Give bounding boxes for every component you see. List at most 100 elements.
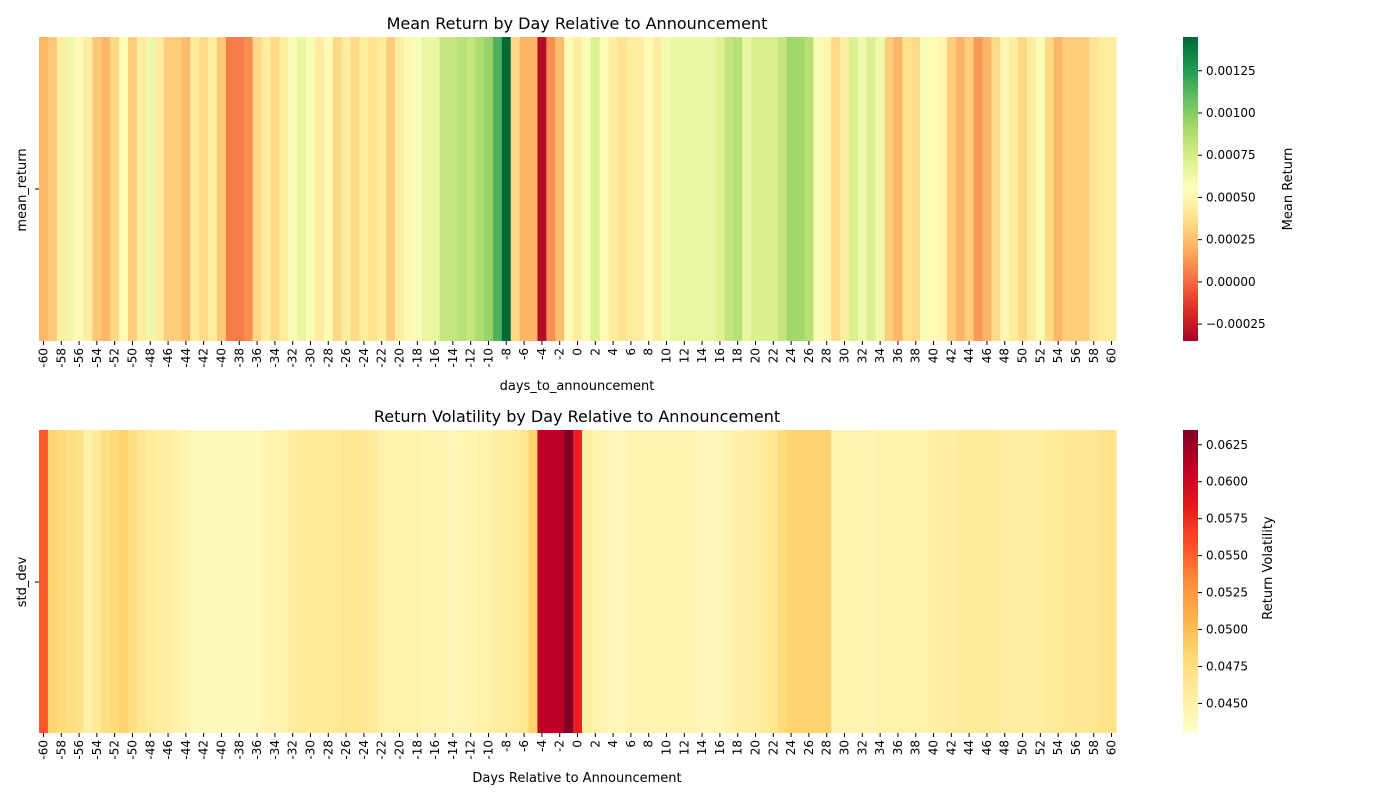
heatmap-cell [101,37,111,341]
heatmap-cell [679,430,690,733]
x-tick-label: 24 [784,348,798,363]
heatmap-cell [573,430,583,733]
x-tick-label: 8 [642,740,656,748]
heatmap-cell [537,37,547,341]
heatmap-cell [154,430,165,733]
heatmap-cell [475,430,485,733]
heatmap-cell [56,430,67,733]
heatmap-cell [1000,430,1010,733]
heatmap-cell [395,37,405,341]
x-tick-label: -16 [428,740,442,760]
heatmap-cell [768,430,779,733]
heatmap-cell [484,37,494,341]
heatmap-cell [492,430,503,733]
heatmap-cell [421,37,432,341]
heatmap-cell [181,430,191,733]
heatmap-cell [323,37,334,341]
heatmap-cell [555,430,565,733]
x-tick-label: -2 [553,740,567,752]
heatmap-cell [1098,37,1108,341]
x-tick-label: -6 [517,348,531,360]
heatmap-cell [492,37,503,341]
x-tick-label: 44 [962,740,976,755]
heatmap-cell [688,37,699,341]
x-tick-label: -34 [268,740,282,760]
heatmap-cell [706,430,717,733]
x-tick-label: -54 [90,740,104,760]
heatmap-cell [546,37,556,341]
heatmap-cell [795,37,806,341]
heatmap-cell [1071,430,1081,733]
heatmap-cell [412,430,423,733]
heatmap-cell [172,37,183,341]
heatmap-cell [359,37,369,341]
x-tick-label: -6 [517,740,531,752]
heatmap-cell [457,430,467,733]
x-tick-label: 40 [927,348,941,363]
heatmap-cell [528,430,539,733]
heatmap-cell [1009,37,1019,341]
x-tick-label: 38 [909,348,923,363]
heatmap-cell [920,37,930,341]
x-tick-label: 42 [944,740,958,755]
x-tick-label: 36 [891,740,905,755]
heatmap-cell [297,430,307,733]
heatmap-cell [733,37,743,341]
heatmap-cell [1053,37,1064,341]
heatmap-cell [1080,430,1090,733]
heatmap-cell [804,37,814,341]
heatmap-cell [937,430,948,733]
x-tick-label: 18 [731,740,745,755]
heatmap-cell [243,430,254,733]
x-tick-label: -46 [161,740,175,760]
x-tick-label: 10 [660,740,674,755]
x-tick-label: -36 [250,348,264,368]
x-tick-label: -26 [339,740,353,760]
heatmap-cell [564,37,574,341]
x-tick-label: 14 [695,348,709,363]
heatmap-cell [599,37,610,341]
heatmap-cell [857,430,868,733]
heatmap-cell [893,37,903,341]
x-tick-label: -42 [197,740,211,760]
colorbar-label-mean-return: Mean Return [1281,148,1296,231]
heatmap-cell [128,430,138,733]
heatmap-cell [902,37,912,341]
x-tick-label: -14 [446,740,460,760]
x-tick-label: 22 [766,740,780,755]
heatmap-cell [715,430,725,733]
heatmap-cell [501,430,512,733]
heatmap-cell [590,430,601,733]
x-tick-label: -58 [54,740,68,760]
heatmap-cell [457,37,467,341]
heatmap-cell [670,37,681,341]
heatmap-cell [92,430,102,733]
x-ticks-volatility: -60 -58 -56 -54 -52 -50 -48 -46 -44 -42 -40 -38 -36-… [36,733,1119,760]
heatmap-cell [270,430,280,733]
heatmap-cell [1089,430,1099,733]
heatmap-cell [635,37,645,341]
heatmap-cell [937,37,948,341]
heatmap-cell [875,430,886,733]
heatmap-cell [484,430,494,733]
colorbar-tick-label: 0.0475 [1206,659,1248,673]
heatmap-cell [697,430,708,733]
x-tick-label: 48 [998,348,1012,363]
heatmap-cell [946,430,957,733]
heatmap-cell [252,430,263,733]
x-tick-label: -24 [357,740,371,760]
heatmap-cell [39,430,49,733]
heatmap-cell [243,37,254,341]
heatmap-cell [1026,430,1037,733]
x-tick-label: -12 [464,348,478,368]
x-tick-label: 2 [588,740,602,748]
x-tick-label: 42 [944,348,958,363]
heatmap-cell [546,430,556,733]
x-tick-label: 40 [927,740,941,755]
heatmap-cell [306,430,316,733]
x-tick-label: 30 [838,348,852,363]
heatmap-cell [564,430,574,733]
heatmap-cell [119,37,129,341]
x-tick-label: 32 [855,348,869,363]
